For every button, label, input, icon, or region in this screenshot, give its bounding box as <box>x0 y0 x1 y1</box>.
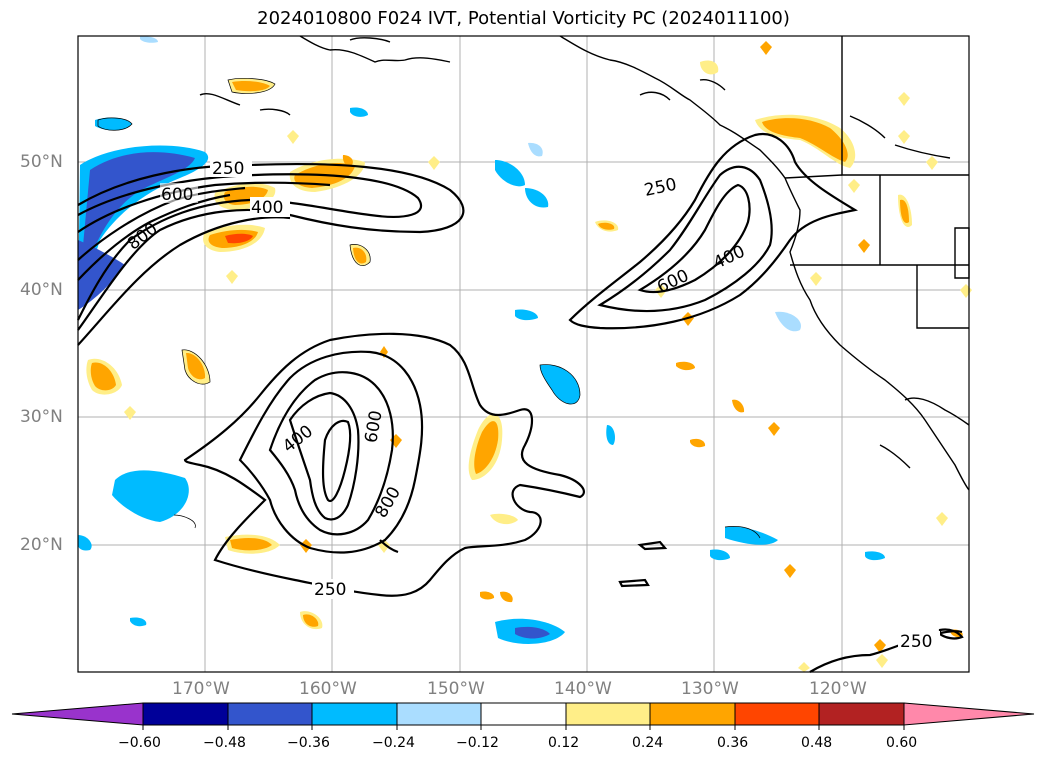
lat-label: 30°N <box>20 407 63 427</box>
colorbar-tick-label: −0.12 <box>456 735 499 751</box>
ivt-label: 250 <box>314 580 346 600</box>
colorbar-tick-label: −0.36 <box>287 735 330 751</box>
lon-label: 130°W <box>681 679 739 699</box>
coastlines <box>199 35 970 491</box>
colorbar-tick-label: −0.60 <box>118 735 161 751</box>
lon-label: 170°W <box>172 679 230 699</box>
pv-negative-shading <box>78 36 885 644</box>
colorbar-tick-label: 0.60 <box>886 735 918 751</box>
lon-label: 160°W <box>299 679 357 699</box>
colorbar-tick-label: 0.48 <box>801 735 833 751</box>
ivt-label: 400 <box>251 198 283 218</box>
lon-label: 150°W <box>427 679 485 699</box>
lat-label: 40°N <box>20 280 63 300</box>
lat-label: 50°N <box>20 152 63 172</box>
ivt-label: 250 <box>212 159 244 179</box>
ivt-label: 600 <box>161 185 193 205</box>
pv-outline-contours <box>97 78 761 539</box>
lat-label: 20°N <box>20 535 63 555</box>
ivt-label: 250 <box>900 632 932 652</box>
lon-label: 120°W <box>809 679 867 699</box>
lon-label: 140°W <box>554 679 612 699</box>
colorbar-tick-label: 0.36 <box>717 735 749 751</box>
colorbar <box>11 702 1035 730</box>
colorbar-tick-label: 0.24 <box>632 735 664 751</box>
colorbar-tick-label: 0.12 <box>548 735 580 751</box>
colorbar-tick-label: −0.48 <box>203 735 246 751</box>
map-title: 2024010800 F024 IVT, Potential Vorticity… <box>257 8 790 29</box>
map-frame <box>77 35 970 673</box>
colorbar-tick-label: −0.24 <box>372 735 415 751</box>
